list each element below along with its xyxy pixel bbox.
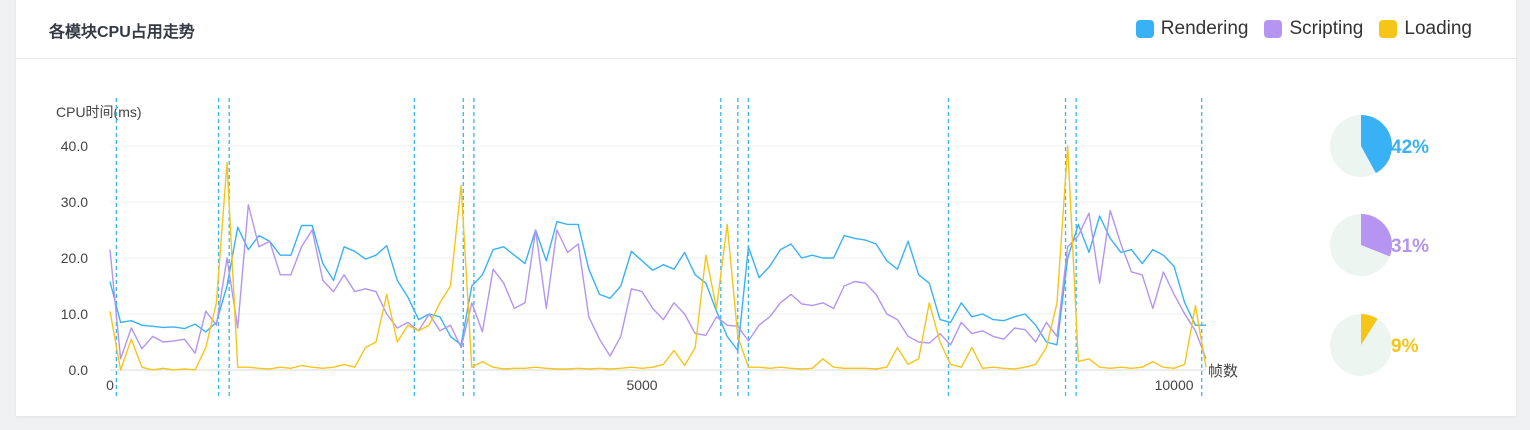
pie-slice-scripting [1361,214,1392,257]
pie-percent-label: 9% [1391,336,1419,357]
series-line-scripting [109,204,1207,360]
x-tick-label: 5000 [626,377,657,393]
series-line-loading [109,145,1207,371]
x-axis-label: 帧数 [1208,363,1238,380]
y-tick-label: 30.0 [61,194,88,210]
legend-swatch-loading [1379,20,1398,38]
x-tick-label: 0 [106,377,114,393]
y-tick-label: 40.0 [61,138,88,154]
pie-slice-loading [1361,314,1378,345]
pie-percent-label: 31% [1391,236,1429,257]
y-tick-label: 0.0 [69,362,89,378]
legend-swatch-rendering [1135,20,1154,38]
pie-percent-label: 42% [1391,137,1429,158]
legend-label-scripting: Scripting [1289,18,1364,39]
legend-item-scripting[interactable]: Scripting [1264,18,1363,40]
legend-item-loading[interactable]: Loading [1379,18,1472,40]
series-line-rendering [109,215,1206,352]
y-axis-label: CPU时间(ms) [56,104,142,120]
x-tick-label: 10000 [1155,377,1194,393]
card-header: 各模块CPU占用走势 Rendering Scripting Loading [16,0,1516,59]
legend: Rendering Scripting Loading [1120,18,1472,40]
chart-title: 各模块CPU占用走势 [49,24,195,41]
cpu-line-chart: CPU时间(ms) 0.0 10.0 20.0 30.0 40.0 0 5000 10000 帧数… [56,98,1429,398]
y-tick-label: 10.0 [61,306,88,322]
legend-label-rendering: Rendering [1160,18,1249,39]
legend-swatch-scripting [1264,20,1283,38]
pie-slice-rendering [1361,115,1393,174]
y-tick-label: 20.0 [61,250,88,266]
legend-label-loading: Loading [1404,18,1472,39]
legend-item-rendering[interactable]: Rendering [1135,18,1249,40]
cpu-trend-card: 各模块CPU占用走势 Rendering Scripting Loading C… [16,0,1516,416]
